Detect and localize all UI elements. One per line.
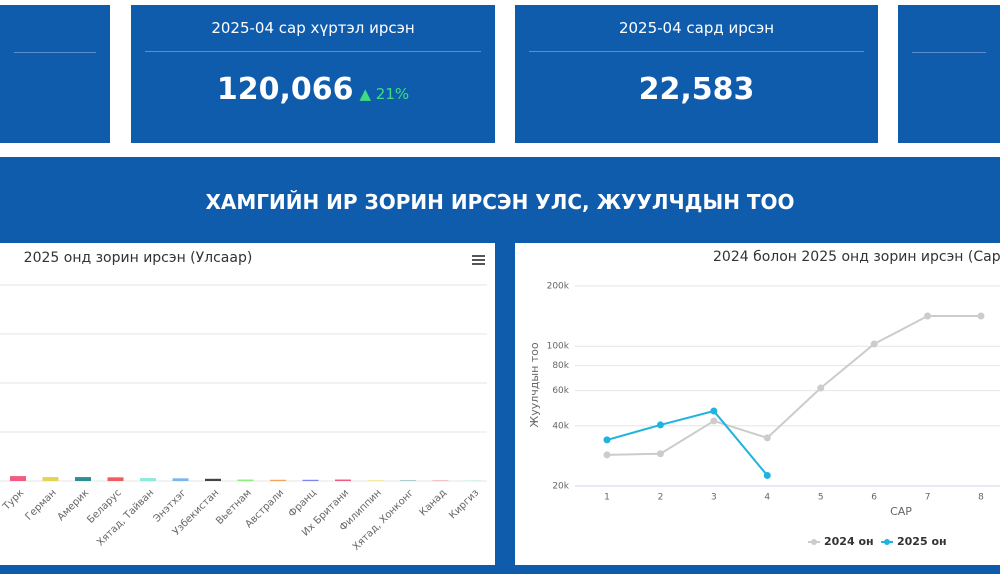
banner: ХАМГИЙН ИР ЗОРИН ИРСЭН УЛС, ЖУУЛЧДЫН ТОО — [205, 190, 795, 214]
bar — [270, 479, 286, 481]
card: 2025-04 сард ирсэн 22,583 — [515, 5, 878, 143]
bar — [10, 476, 26, 481]
point — [710, 417, 718, 425]
bar — [335, 479, 351, 481]
x-tick-label: Герман — [24, 487, 59, 522]
point — [924, 312, 932, 320]
x-tick-label: 8 — [978, 493, 984, 503]
legend-symbol — [811, 539, 817, 545]
point — [817, 384, 825, 392]
bar — [172, 478, 189, 481]
x-tick-label: Турк — [0, 487, 26, 513]
legend-symbol — [884, 539, 890, 545]
point — [710, 407, 718, 415]
point — [763, 471, 771, 479]
bar — [302, 479, 319, 481]
y-tick-label: 200k — [547, 282, 570, 292]
point — [656, 421, 664, 429]
chart-title: 2024 болон 2025 онд зорин ирсэн (Сар — [713, 249, 1000, 265]
y-tick-label: 80k — [552, 361, 569, 371]
point — [977, 312, 985, 320]
x-tick-label: Канад — [418, 487, 449, 518]
y-tick-label: 60k — [552, 386, 569, 396]
change-value: 21% — [375, 85, 410, 103]
legend-label: 2025 он — [897, 535, 947, 548]
x-axis-label: САР — [890, 505, 912, 518]
point — [603, 436, 611, 444]
card-value: 120,066 — [216, 72, 354, 107]
chart-title: 2025 онд зорин ирсэн (Улсаар) — [24, 250, 253, 266]
x-tick-label: 2 — [658, 493, 664, 503]
x-tick-label: 7 — [925, 493, 931, 503]
menu-icon[interactable] — [472, 255, 485, 265]
series-line — [606, 314, 982, 456]
card-title: 2025-04 сард ирсэн — [618, 19, 775, 37]
x-tick-label: 3 — [711, 493, 717, 503]
x-tick-label: 4 — [764, 493, 770, 503]
card-change: ▲ 21% — [359, 85, 410, 103]
legend-label: 2024 он — [824, 535, 874, 548]
series-line — [606, 409, 769, 477]
bar — [237, 479, 254, 481]
card: 2025-04 сар хүртэл ирсэн 120,066 ▲ 21% — [131, 5, 495, 143]
y-axis-label: Жуулчдын тоо — [528, 342, 541, 428]
x-tick-label: Хятад, Хонконг — [351, 487, 416, 552]
bar — [107, 477, 124, 481]
bar — [140, 478, 156, 481]
point — [656, 450, 664, 458]
chart: 2025 онд зорин ирсэн (Улсаар) 0100002000… — [0, 243, 495, 565]
x-tick-label: Хятад, Тайван — [95, 487, 156, 548]
bar — [205, 478, 221, 481]
chart: 2024 болон 2025 онд зорин ирсэн (Сар САР… — [515, 243, 1000, 565]
point — [763, 434, 771, 442]
y-tick-label: 40k — [552, 421, 569, 431]
bar — [75, 477, 91, 481]
x-tick-label: 5 — [818, 493, 824, 503]
point — [870, 340, 878, 348]
y-tick-label: 20k — [552, 482, 569, 492]
x-tick-label: 1 — [604, 493, 610, 503]
card — [0, 5, 110, 143]
y-tick-label: 100k — [547, 342, 570, 352]
bar — [42, 477, 59, 481]
card-value: 22,583 — [638, 72, 755, 107]
card — [898, 5, 1000, 143]
x-tick-label: Франц — [287, 487, 319, 519]
point — [603, 451, 611, 459]
card-title: 2025-04 сар хүртэл ирсэн — [211, 19, 415, 37]
x-tick-label: Киргиз — [447, 487, 481, 521]
x-tick-label: 6 — [871, 493, 877, 503]
